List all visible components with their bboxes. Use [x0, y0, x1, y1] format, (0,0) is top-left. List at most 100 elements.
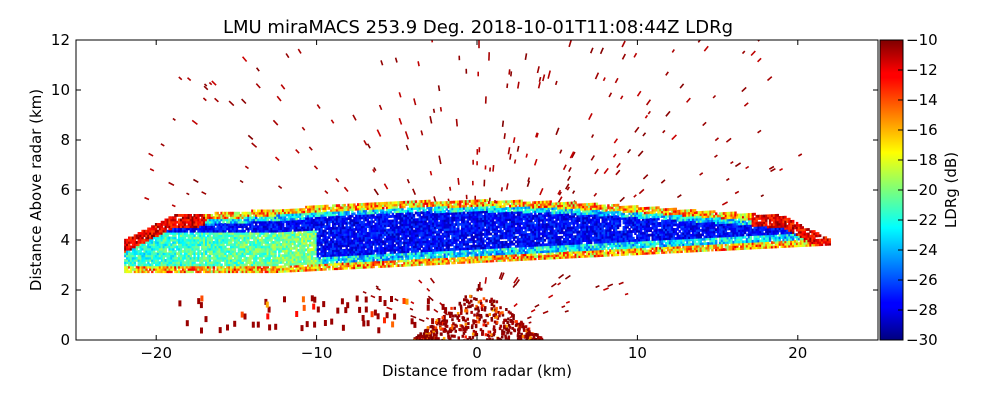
cloud-cell	[407, 207, 410, 211]
cloud-cell	[305, 205, 308, 209]
cloud-cell	[310, 221, 314, 224]
cloud-cell	[220, 225, 223, 229]
cloud-cell	[283, 258, 287, 262]
cloud-cell	[322, 222, 325, 226]
cloud-cell	[166, 245, 169, 249]
cloud-cell	[187, 252, 190, 256]
cloud-cell	[308, 248, 312, 252]
cloud-cell	[424, 249, 427, 253]
cloud-cell	[422, 222, 425, 226]
cloud-cell	[358, 225, 362, 229]
cloud-cell	[143, 234, 146, 238]
cloud-cell	[176, 227, 179, 231]
cloud-cell	[330, 206, 333, 210]
cloud-cell	[260, 232, 264, 235]
cloud-cell	[187, 223, 190, 226]
cloud-cell	[387, 248, 391, 252]
cloud-cell	[474, 258, 477, 261]
cloud-cell	[335, 265, 339, 268]
clutter-streak	[405, 144, 410, 151]
cloud-cell	[374, 247, 377, 251]
cloud-cell	[203, 238, 206, 242]
cloud-cell	[464, 220, 468, 224]
cloud-cell	[172, 261, 175, 265]
cloud-cell	[249, 263, 252, 267]
cloud-cell	[208, 218, 212, 222]
cloud-cell	[128, 270, 131, 274]
clutter-streak	[548, 294, 554, 299]
cloud-cell	[170, 225, 173, 229]
cloud-cell	[197, 263, 200, 267]
cloud-cell	[437, 226, 441, 229]
cloud-cell	[401, 252, 404, 256]
cloud-cell	[137, 259, 140, 262]
cloud-cell	[470, 240, 473, 244]
cloud-cell	[137, 241, 140, 244]
cloud-cell	[380, 247, 383, 250]
cloud-cell	[366, 236, 369, 240]
clutter-streak	[542, 74, 546, 82]
cloud-cell	[260, 243, 264, 247]
cloud-cell	[380, 202, 383, 205]
cloud-cell	[364, 245, 368, 249]
cloud-cell	[385, 235, 389, 239]
cloud-cell	[407, 218, 410, 222]
cloud-cell	[301, 226, 304, 229]
cloud-cell	[326, 243, 329, 246]
cloud-cell	[156, 265, 160, 269]
clutter-streak	[589, 47, 594, 54]
cloud-cell	[226, 232, 229, 235]
cloud-cell	[276, 243, 279, 246]
cloud-cell	[153, 259, 156, 262]
cloud-cell	[428, 206, 431, 210]
cloud-cell	[374, 249, 377, 253]
low-clutter-pixel	[376, 313, 380, 320]
cloud-cell	[218, 234, 221, 238]
cloud-cell	[216, 218, 219, 222]
cloud-cell	[358, 263, 362, 267]
cloud-cell	[461, 200, 464, 204]
cloud-cell	[410, 232, 414, 235]
cloud-cell	[424, 226, 427, 230]
cloud-cell	[191, 265, 194, 269]
cloud-cell	[228, 247, 231, 251]
clutter-streak	[524, 53, 528, 61]
cloud-cell	[262, 261, 266, 265]
cloud-cell	[247, 214, 250, 217]
cloud-cell	[274, 243, 277, 247]
cloud-cell	[422, 224, 425, 228]
cloud-cell	[189, 247, 192, 251]
cloud-cell	[462, 252, 466, 255]
cloud-cell	[380, 258, 383, 262]
cloud-cell	[243, 236, 246, 240]
cloud-cell	[484, 221, 487, 225]
cloud-cell	[212, 268, 216, 271]
cloud-cell	[345, 237, 348, 241]
cloud-cell	[193, 252, 196, 256]
cloud-cell	[201, 256, 204, 260]
cloud-cell	[351, 257, 354, 261]
cloud-cell	[470, 213, 473, 217]
cloud-cell	[358, 239, 362, 242]
cloud-cell	[310, 250, 314, 254]
cloud-cell	[420, 204, 423, 208]
cloud-cell	[214, 216, 217, 220]
cloud-cell	[260, 229, 264, 233]
cloud-cell	[299, 210, 302, 214]
cloud-cell	[410, 261, 414, 265]
cloud-cell	[445, 248, 448, 252]
cloud-cell	[212, 270, 216, 274]
cloud-cell	[414, 229, 418, 233]
cloud-cell	[276, 263, 279, 267]
cloud-cell	[424, 231, 427, 235]
cloud-cell	[224, 241, 227, 244]
clutter-streak	[437, 85, 441, 92]
cloud-cell	[191, 243, 194, 247]
cloud-cell	[178, 232, 181, 235]
cloud-cell	[437, 208, 441, 211]
cloud-cell	[435, 233, 439, 236]
cloud-cell	[462, 256, 466, 260]
cloud-cell	[195, 256, 198, 260]
cloud-cell	[299, 217, 302, 221]
cloud-cell	[189, 229, 192, 233]
